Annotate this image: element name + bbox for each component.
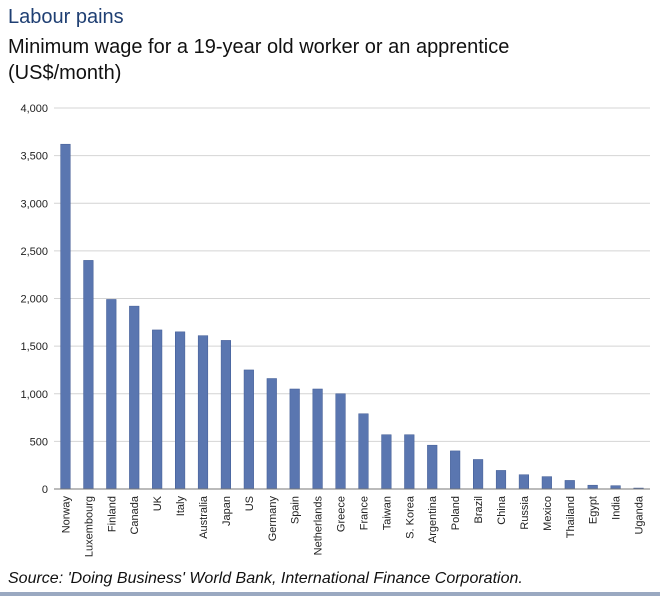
bar-uk — [152, 329, 163, 490]
bar-canada — [129, 305, 140, 490]
x-category-label: Netherlands — [313, 496, 325, 556]
y-tick-label: 2,000 — [20, 294, 48, 306]
x-category-label: US — [244, 496, 256, 511]
bar-taiwan — [381, 434, 392, 490]
y-tick-label: 2,500 — [20, 246, 48, 258]
bar-greece — [335, 393, 346, 490]
x-category-label: Germany — [267, 496, 279, 542]
y-tick-label: 3,000 — [20, 198, 48, 210]
x-category-label: Japan — [221, 496, 233, 526]
chart-subtitle: Minimum wage for a 19-year old worker or… — [8, 36, 510, 84]
x-category-label: Canada — [129, 495, 141, 534]
bar-poland — [450, 450, 461, 490]
x-category-label: Brazil — [473, 496, 485, 524]
y-axis-ticks: 0 500 1,000 1,500 2,000 2,500 3,000 3,500 4,000 — [20, 103, 48, 496]
bar-india — [610, 485, 621, 490]
y-tick-label: 0 — [42, 484, 48, 496]
x-category-label: Russia — [519, 495, 531, 530]
gridlines — [54, 107, 650, 442]
bar-china — [495, 470, 507, 490]
bar-russia — [518, 474, 529, 490]
bar-france — [358, 413, 369, 490]
bar-netherlands — [312, 388, 323, 490]
x-category-label: Argentina — [427, 495, 439, 543]
x-axis-labels: Norway Luxembourg Finland Canada UK Italy Aust… — [60, 495, 645, 557]
x-category-label: UK — [152, 495, 164, 511]
x-category-label: Australia — [198, 495, 210, 539]
chart-title: Labour pains — [8, 6, 124, 28]
bottom-rule — [0, 592, 660, 596]
x-category-label: Mexico — [542, 496, 554, 531]
x-category-label: Finland — [106, 496, 118, 532]
x-category-label: Norway — [60, 496, 72, 534]
x-category-label: Luxembourg — [83, 496, 95, 557]
x-category-label: Spain — [290, 496, 302, 524]
x-category-label: Greece — [336, 496, 348, 532]
x-category-label: Italy — [175, 496, 187, 517]
bar-mexico — [541, 476, 552, 490]
x-category-label: Taiwan — [381, 496, 393, 530]
bar-australia — [197, 335, 209, 490]
bar-norway — [60, 143, 71, 490]
bar-brazil — [473, 459, 484, 490]
bar-germany — [266, 378, 277, 490]
y-tick-label: 3,500 — [20, 151, 48, 163]
x-category-label: Poland — [450, 496, 462, 530]
bar-us — [243, 369, 254, 490]
bar-spain — [289, 388, 300, 490]
y-tick-label: 4,000 — [20, 103, 48, 115]
x-category-label: China — [496, 495, 508, 525]
y-tick-label: 1,000 — [20, 389, 48, 401]
x-category-label: Egypt — [588, 496, 600, 524]
x-category-label: Thailand — [565, 496, 577, 538]
bar-argentina — [427, 444, 438, 490]
bars — [60, 143, 644, 490]
y-tick-label: 500 — [30, 436, 48, 448]
x-category-label: S. Korea — [404, 495, 416, 539]
source-note: Source: 'Doing Business' World Bank, Int… — [8, 570, 523, 587]
x-category-label: France — [358, 496, 370, 530]
x-category-label: Uganda — [634, 495, 646, 534]
bar-finland — [106, 299, 117, 490]
bar-egypt — [587, 484, 598, 490]
bar-chart: 05001,0001,5002,0002,5003,0003,5004,000 … — [20, 103, 650, 557]
bar-s-korea — [404, 434, 415, 490]
bar-luxembourg — [83, 260, 94, 490]
bar-thailand — [564, 480, 575, 490]
bar-japan — [220, 340, 231, 490]
bar-italy — [175, 331, 186, 490]
x-category-label: India — [611, 495, 623, 520]
y-tick-label: 1,500 — [20, 341, 48, 353]
